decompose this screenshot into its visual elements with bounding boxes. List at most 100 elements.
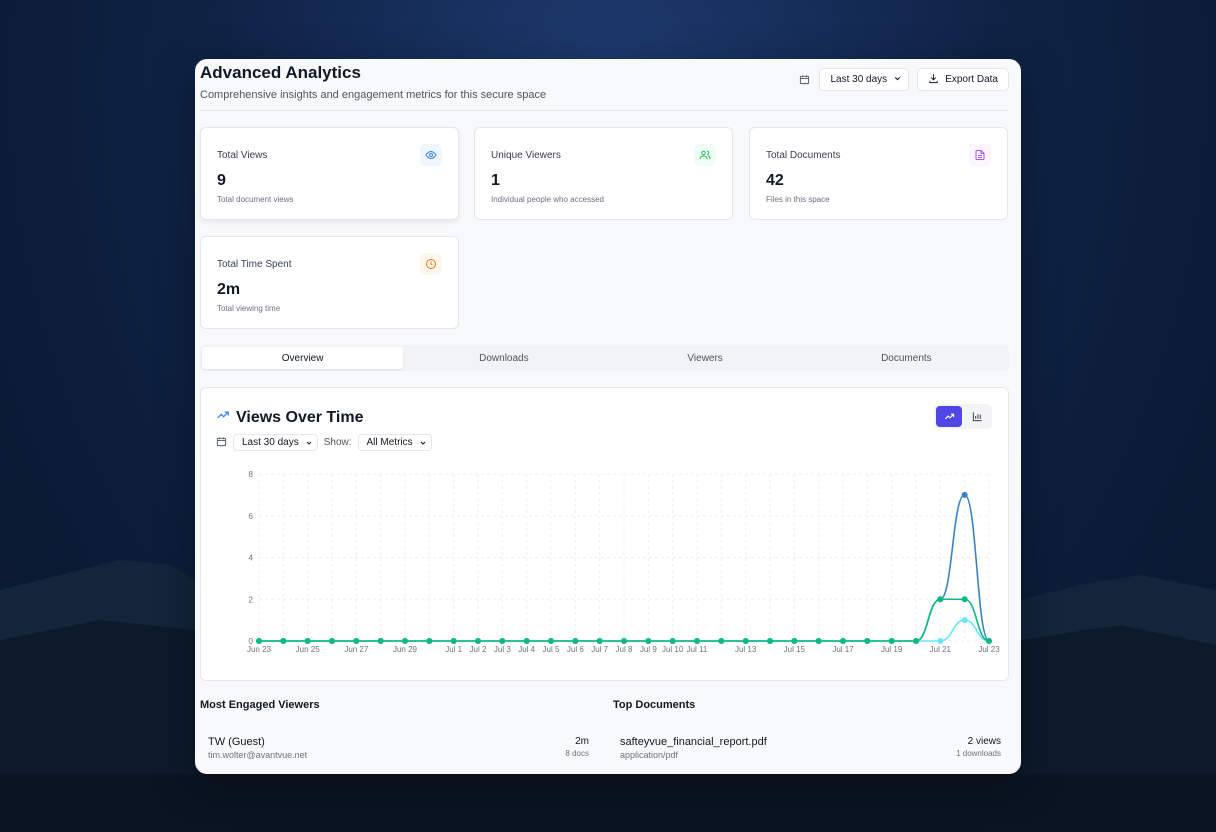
x-tick-label: Jul 4 xyxy=(518,645,535,654)
data-point xyxy=(353,638,360,644)
chevron-down-icon xyxy=(306,441,312,445)
stat-label: Unique Viewers xyxy=(491,150,561,161)
data-point xyxy=(937,638,944,644)
x-tick-label: Jul 3 xyxy=(494,645,511,654)
document-row[interactable]: safteyvue_financial_report.pdf applicati… xyxy=(620,736,1001,772)
data-point xyxy=(499,638,506,644)
data-point xyxy=(937,596,944,603)
file-icon xyxy=(969,144,991,166)
page-header: Advanced Analytics Comprehensive insight… xyxy=(200,63,1009,111)
x-tick-label: Jul 6 xyxy=(567,645,584,654)
y-tick-label: 8 xyxy=(249,470,254,479)
viewer-docs: 8 docs xyxy=(565,749,589,758)
tab-viewers[interactable]: Viewers xyxy=(687,352,723,364)
stat-value: 9 xyxy=(217,172,226,189)
data-point xyxy=(718,638,725,644)
metric-value: All Metrics xyxy=(366,437,413,448)
x-tick-label: Jul 5 xyxy=(543,645,560,654)
chart-filters: Last 30 days Show: All Metrics xyxy=(216,434,432,451)
data-point xyxy=(645,638,652,644)
data-point xyxy=(986,638,992,644)
chart-title: Views Over Time xyxy=(236,408,364,426)
x-tick-label: Jul 10 xyxy=(662,645,684,654)
stat-value: 42 xyxy=(766,172,784,189)
data-point xyxy=(329,638,335,644)
document-stats: 2 views 1 downloads xyxy=(956,736,1001,758)
analytics-panel: Advanced Analytics Comprehensive insight… xyxy=(195,59,1021,774)
data-point xyxy=(815,638,822,644)
stat-card-total-documents: Total Documents 42 Files in this space xyxy=(749,127,1008,220)
viewer-row[interactable]: TW (Guest) tim.wolter@avantvue.net 2m 8 … xyxy=(208,736,589,772)
x-tick-label: Jun 25 xyxy=(296,645,321,654)
data-point xyxy=(475,638,481,644)
data-point xyxy=(913,638,919,644)
document-downloads: 1 downloads xyxy=(956,749,1001,758)
x-tick-label: Jul 21 xyxy=(930,645,952,654)
y-tick-label: 6 xyxy=(249,512,254,521)
stat-desc: Total document views xyxy=(217,195,294,204)
stat-label: Total Views xyxy=(217,150,268,161)
viewer-time: 2m xyxy=(575,736,589,747)
stat-desc: Individual people who accessed xyxy=(491,195,604,204)
documents-section-title: Top Documents xyxy=(613,699,696,711)
eye-icon xyxy=(420,144,442,166)
data-point xyxy=(548,638,554,644)
data-point xyxy=(694,638,700,644)
metric-select[interactable]: All Metrics xyxy=(357,434,432,451)
download-icon xyxy=(928,73,939,87)
x-tick-label: Jul 19 xyxy=(881,645,903,654)
x-tick-label: Jul 11 xyxy=(687,645,708,654)
date-range-value: Last 30 days xyxy=(830,74,888,85)
data-point xyxy=(621,638,627,644)
chevron-down-icon xyxy=(420,441,425,445)
data-point xyxy=(742,638,749,644)
header-actions: Last 30 days Export Data xyxy=(797,68,1009,91)
viewer-email: tim.wolter@avantvue.net xyxy=(208,750,308,760)
views-chart: 0 2 4 6 8 Jun 23 Jun 25 Jun 27 Jun 29 Jul 1 Jul 2 J… xyxy=(247,470,1000,654)
data-point xyxy=(572,638,579,644)
tab-documents[interactable]: Documents xyxy=(881,352,932,364)
chart-type-toggle xyxy=(934,404,992,429)
y-tick-label: 4 xyxy=(249,554,254,563)
y-tick-label: 2 xyxy=(249,595,254,604)
export-data-button[interactable]: Export Data xyxy=(917,68,1009,91)
y-tick-label: 0 xyxy=(249,637,254,646)
analytics-tabs: Overview Downloads Viewers Documents xyxy=(200,345,1009,371)
chevron-down-icon xyxy=(893,74,902,86)
stat-value: 2m xyxy=(217,281,241,298)
data-point xyxy=(791,638,798,644)
chart-range-value: Last 30 days xyxy=(242,437,299,448)
trending-up-icon xyxy=(216,408,230,427)
x-tick-label: Jul 2 xyxy=(470,645,487,654)
data-point xyxy=(596,638,603,644)
data-point xyxy=(840,638,846,644)
stat-card-unique-viewers: Unique Viewers 1 Individual people who a… xyxy=(474,127,733,220)
x-tick-label: Jul 13 xyxy=(735,645,757,654)
document-name: safteyvue_financial_report.pdf xyxy=(620,736,767,748)
stat-desc: Files in this space xyxy=(766,195,830,204)
x-tick-label: Jun 27 xyxy=(344,645,369,654)
x-tick-label: Jul 8 xyxy=(616,645,633,654)
line-chart-button[interactable] xyxy=(936,406,962,427)
data-point xyxy=(669,638,676,644)
chart-range-select[interactable]: Last 30 days xyxy=(233,434,318,451)
tab-downloads[interactable]: Downloads xyxy=(479,352,529,364)
document-type: application/pdf xyxy=(620,750,679,760)
date-range-select[interactable]: Last 30 days xyxy=(819,68,910,91)
x-tick-label: Jul 17 xyxy=(832,645,854,654)
data-point xyxy=(256,638,262,644)
chart-title-row: Views Over Time xyxy=(216,408,363,427)
data-point xyxy=(523,638,530,644)
bar-chart-button[interactable] xyxy=(964,406,990,427)
tab-overview[interactable]: Overview xyxy=(202,347,404,369)
clock-icon xyxy=(420,253,442,275)
document-views: 2 views xyxy=(967,736,1001,747)
calendar-icon xyxy=(797,73,811,87)
data-point xyxy=(961,596,968,603)
stat-card-total-views: Total Views 9 Total document views xyxy=(200,127,459,220)
stat-label: Total Time Spent xyxy=(217,259,292,270)
header-divider xyxy=(200,110,1009,111)
x-tick-label: Jun 29 xyxy=(393,645,418,654)
x-tick-label: Jun 23 xyxy=(247,645,272,654)
